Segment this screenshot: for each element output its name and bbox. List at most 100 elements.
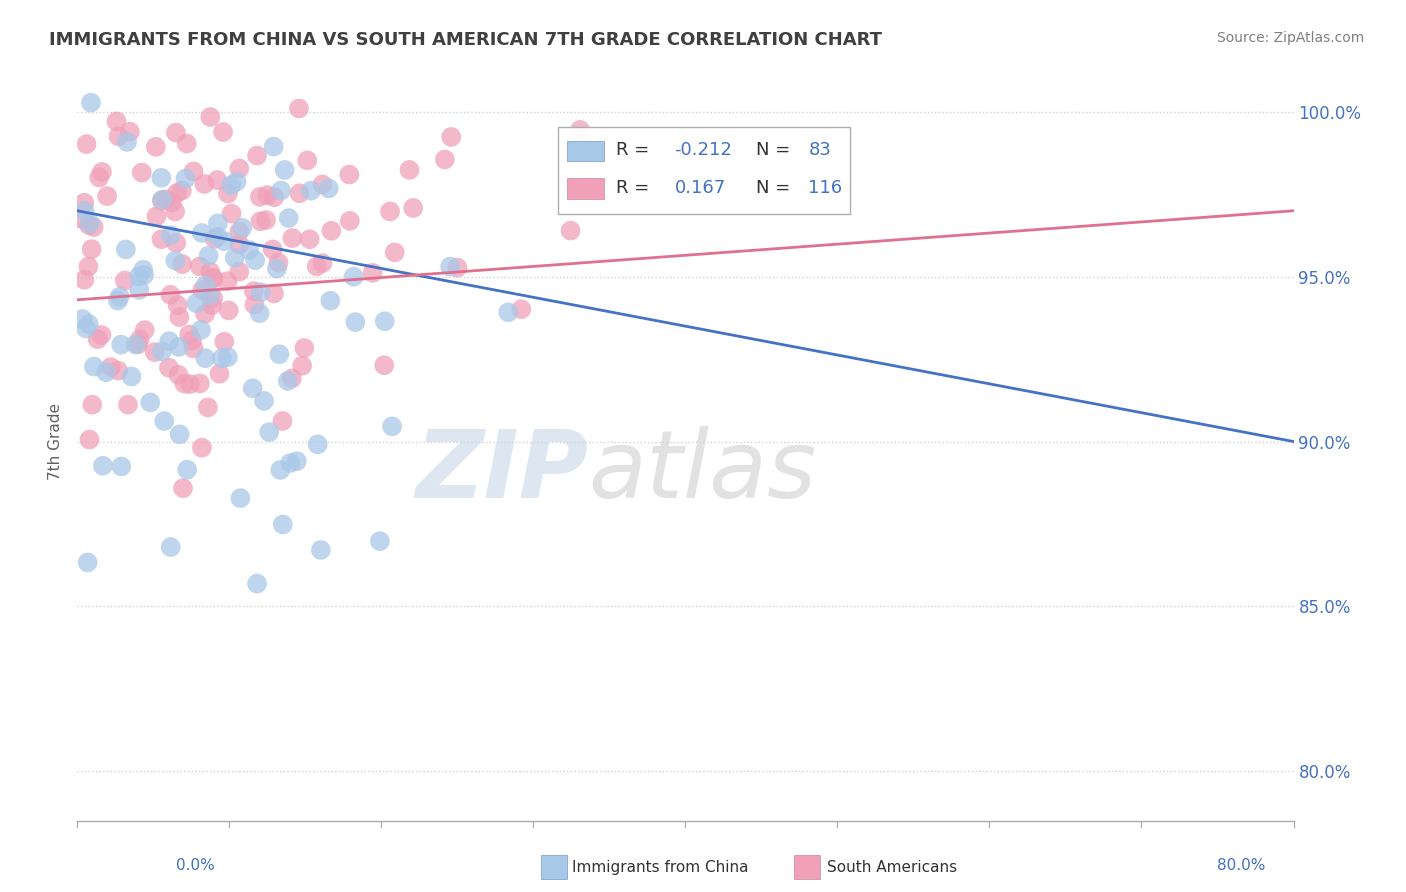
Point: [344, 315, 367, 329]
Point: [446, 260, 468, 275]
Point: [256, 188, 278, 202]
Point: [172, 481, 194, 495]
Point: [243, 253, 266, 268]
Point: [211, 351, 233, 366]
Text: Immigrants from China: Immigrants from China: [572, 860, 749, 874]
Point: [402, 201, 425, 215]
Point: [307, 437, 329, 451]
FancyBboxPatch shape: [558, 127, 849, 214]
Point: [145, 140, 167, 154]
Point: [249, 190, 271, 204]
Point: [257, 425, 280, 439]
Point: [170, 184, 193, 198]
Point: [128, 283, 150, 297]
Point: [90, 165, 112, 179]
Point: [166, 298, 188, 312]
Point: [321, 224, 343, 238]
Point: [191, 226, 214, 240]
Point: [318, 181, 340, 195]
Point: [361, 266, 384, 280]
Point: [225, 175, 247, 189]
Point: [207, 173, 229, 187]
Point: [80, 242, 103, 256]
Point: [115, 135, 138, 149]
Point: [270, 184, 292, 198]
Point: [128, 332, 150, 346]
Point: [277, 374, 299, 388]
Point: [132, 262, 155, 277]
Point: [145, 210, 167, 224]
Point: [249, 214, 271, 228]
Point: [291, 359, 314, 373]
Point: [208, 367, 231, 381]
Point: [271, 414, 294, 428]
Point: [214, 334, 236, 349]
Point: [229, 491, 252, 505]
Point: [439, 260, 461, 274]
Point: [253, 393, 276, 408]
Point: [165, 204, 187, 219]
Point: [271, 517, 294, 532]
Point: [238, 243, 260, 257]
Point: [249, 285, 271, 300]
Point: [160, 195, 183, 210]
Point: [90, 328, 112, 343]
Point: [107, 363, 129, 377]
Point: [153, 414, 176, 428]
Point: [204, 232, 226, 246]
Point: [228, 161, 250, 176]
Point: [72, 312, 94, 326]
Point: [91, 458, 114, 473]
Point: [219, 178, 242, 192]
Point: [82, 398, 104, 412]
Point: [207, 229, 229, 244]
Point: [127, 337, 149, 351]
Point: [188, 376, 211, 391]
Point: [159, 540, 181, 554]
Point: [263, 190, 285, 204]
Point: [80, 95, 103, 110]
Point: [117, 398, 139, 412]
Point: [398, 162, 420, 177]
Point: [510, 302, 533, 317]
Point: [172, 257, 194, 271]
Point: [167, 368, 190, 382]
Point: [217, 274, 239, 288]
Point: [188, 260, 211, 274]
Point: [246, 148, 269, 162]
Point: [114, 243, 136, 257]
Point: [193, 177, 215, 191]
Point: [202, 271, 225, 285]
Point: [165, 126, 187, 140]
Point: [343, 269, 366, 284]
Point: [384, 245, 406, 260]
Point: [191, 283, 214, 297]
Point: [228, 237, 250, 252]
Point: [176, 136, 198, 151]
Point: [277, 211, 299, 225]
Point: [281, 371, 304, 385]
Point: [77, 317, 100, 331]
Point: [242, 381, 264, 395]
Point: [72, 212, 94, 227]
Y-axis label: 7th Grade: 7th Grade: [48, 403, 63, 480]
Point: [243, 284, 266, 298]
Point: [86, 332, 108, 346]
Point: [231, 220, 253, 235]
Point: [273, 163, 295, 178]
Point: [139, 395, 162, 409]
Point: [179, 327, 201, 342]
Point: [194, 278, 217, 293]
Point: [285, 454, 308, 468]
Point: [107, 129, 129, 144]
Point: [246, 576, 269, 591]
Point: [186, 296, 208, 310]
Point: [77, 260, 100, 274]
Point: [110, 459, 132, 474]
Point: [433, 153, 456, 167]
Point: [174, 171, 197, 186]
Point: [569, 123, 592, 137]
Point: [197, 401, 219, 415]
Point: [337, 168, 360, 182]
Point: [110, 337, 132, 351]
